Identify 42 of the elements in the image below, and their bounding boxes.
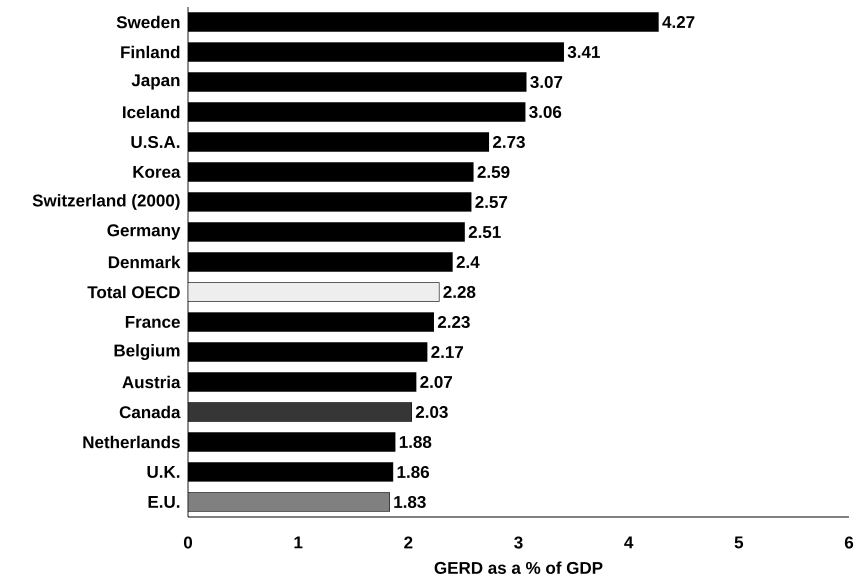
y-tick-label: Denmark <box>108 256 180 268</box>
x-tick-label: 0 <box>184 536 192 549</box>
data-label: 1.83 <box>394 496 426 508</box>
data-label: 1.86 <box>398 466 430 478</box>
y-tick-label: U.S.A. <box>131 136 180 148</box>
data-label: 3.06 <box>529 106 562 118</box>
data-label: 2.28 <box>443 286 476 298</box>
x-tick-label: 6 <box>844 536 854 549</box>
data-label: 2.07 <box>420 376 452 388</box>
data-label: 2.51 <box>468 226 501 238</box>
y-tick-label: Total OECD <box>87 286 180 298</box>
y-tick-label: France <box>126 316 180 328</box>
data-label: 2.57 <box>475 196 508 208</box>
data-label: 3.07 <box>530 76 562 88</box>
data-label: 2.23 <box>438 316 470 328</box>
y-tick-label: E.U. <box>148 496 180 508</box>
data-label: 2.59 <box>478 166 510 178</box>
data-label: 4.27 <box>662 16 694 28</box>
x-tick-label: 5 <box>734 536 744 548</box>
y-tick-label: Austria <box>122 376 181 388</box>
data-label: 2.73 <box>492 136 525 148</box>
data-label: 2.4 <box>456 256 480 268</box>
x-tick-label: 4 <box>624 536 634 548</box>
y-tick-label: Canada <box>120 406 181 418</box>
x-tick-label: 2 <box>404 536 412 548</box>
y-tick-label: Belgium <box>114 344 180 360</box>
y-tick-label: Finland <box>121 46 180 58</box>
data-label: 2.17 <box>431 346 464 358</box>
y-tick-label: Netherlands <box>83 436 180 448</box>
y-tick-label: Iceland <box>123 106 180 118</box>
y-tick-label: U.K. <box>147 466 180 478</box>
y-tick-label: Japan <box>132 74 180 90</box>
y-tick-label: Switzerland (2000) <box>32 194 180 210</box>
data-label: 1.88 <box>400 436 432 448</box>
data-label: 2.03 <box>416 406 448 418</box>
data-label: 3.41 <box>568 46 600 58</box>
x-tick-label: 1 <box>294 536 302 548</box>
x-tick-label: 3 <box>514 536 523 549</box>
y-tick-label: Sweden <box>116 16 180 28</box>
y-tick-label: Korea <box>133 166 181 178</box>
y-tick-label: Germany <box>107 224 180 240</box>
x-axis-title: GERD as a % of GDP <box>434 561 602 574</box>
